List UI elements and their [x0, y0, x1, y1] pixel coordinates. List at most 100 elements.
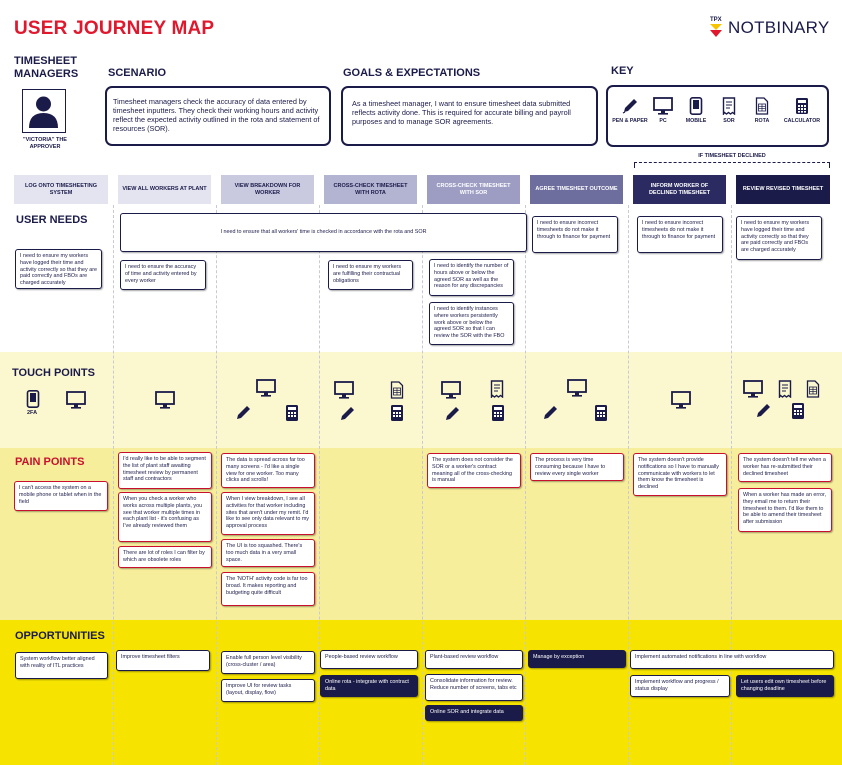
calculator-icon — [286, 405, 298, 421]
column-divider — [216, 205, 217, 765]
persona-caption: "VICTORIA" THE APPROVER — [23, 137, 67, 150]
opportunity-card: Improve UI for review tasks (layout, dis… — [221, 679, 315, 702]
user-need-card: I need to ensure my workers have logged … — [736, 216, 822, 260]
scenario-heading: SCENARIO — [108, 67, 167, 79]
opportunity-card: Let users edit own timesheet before chan… — [736, 675, 834, 697]
stage-view-breakdown: VIEW BREAKDOWN FOR WORKER — [221, 175, 314, 204]
user-need-card: I need to identify the number of hours a… — [429, 259, 514, 296]
opportunities-heading: OPPORTUNITIES — [15, 630, 105, 642]
page-title: USER JOURNEY MAP — [14, 18, 215, 39]
opportunity-card: Manage by exception — [528, 650, 626, 668]
column-divider — [422, 205, 423, 765]
avatar — [22, 89, 66, 133]
pain-point-card: When you check a worker who works across… — [118, 492, 212, 542]
user-need-card: I need to ensure incorrect timesheets do… — [532, 216, 618, 253]
persona-heading: TIMESHEET MANAGERS — [14, 55, 79, 80]
spreadsheet-icon — [755, 97, 769, 115]
receipt-icon — [722, 97, 736, 115]
stage-review-revised: REVIEW REVISED TIMESHEET — [736, 175, 830, 204]
person-icon — [29, 96, 58, 128]
pain-point-card: The data is spread across far too many s… — [221, 453, 315, 488]
key-label: CALCULATOR — [783, 118, 821, 124]
pain-point-card: The system doesn't tell me when a worker… — [738, 453, 832, 482]
scenario-box: Timesheet managers check the accuracy of… — [105, 86, 331, 146]
opportunity-card: Implement automated notifications in lin… — [630, 650, 834, 669]
monitor-icon — [334, 381, 354, 399]
monitor-icon — [66, 391, 86, 409]
opportunity-card: Consolidate information for review. Redu… — [425, 674, 523, 701]
pen-icon — [544, 406, 557, 419]
key-item-pc: PC — [644, 97, 682, 125]
pain-point-card: When a worker has made an error, they em… — [738, 488, 832, 532]
key-item-pen-paper: PEN & PAPER — [611, 97, 649, 125]
stage-view-workers: VIEW ALL WORKERS AT PLANT — [118, 175, 211, 204]
mobile-icon — [26, 390, 40, 408]
pain-point-card: When I view breakdown, I see all activit… — [221, 492, 315, 535]
key-item-mobile: MOBILE — [677, 97, 715, 125]
pain-point-card: The UI is too squashed. There's too much… — [221, 539, 315, 567]
spreadsheet-icon — [806, 380, 820, 398]
stage-agree-outcome: AGREE TIMESHEET OUTCOME — [530, 175, 623, 204]
calculator-icon — [792, 403, 804, 419]
receipt-icon — [490, 380, 504, 398]
goals-box: As a timesheet manager, I want to ensure… — [341, 86, 598, 146]
pen-icon — [341, 407, 354, 420]
user-need-wide: I need to ensure that all workers' time … — [120, 213, 527, 252]
key-label: MOBILE — [685, 118, 707, 124]
user-need-card: I need to ensure the accuracy of time an… — [120, 260, 206, 290]
pain-point-card: The system doesn't provide notifications… — [633, 453, 727, 496]
pain-points-heading: PAIN POINTS — [15, 456, 85, 468]
pain-point-card: I'd really like to be able to segment th… — [118, 452, 212, 489]
goals-heading: GOALS & EXPECTATIONS — [343, 67, 481, 79]
declined-bracket — [634, 162, 830, 168]
key-box: PEN & PAPER PC MOBILE SOR ROTA CALCULATO… — [606, 85, 829, 147]
key-label: PEN & PAPER — [612, 118, 648, 124]
stage-cross-check-sor: CROSS-CHECK TIMESHEET WITH SOR — [427, 175, 520, 204]
calculator-icon — [492, 405, 504, 421]
touch-points-band — [0, 352, 842, 448]
mobile-icon — [689, 97, 703, 115]
key-item-rota: ROTA — [743, 97, 781, 125]
pain-point-card: There are lot of roles I can filter by w… — [118, 546, 212, 568]
key-label: ROTA — [754, 118, 770, 124]
touch-points-heading: TOUCH POINTS — [12, 367, 95, 379]
key-heading: KEY — [611, 65, 634, 77]
pain-point-card: I can't access the system on a mobile ph… — [14, 481, 108, 511]
key-label: PC — [659, 118, 667, 124]
monitor-icon — [256, 379, 276, 397]
user-need-card: I need to ensure my workers are fulfilli… — [328, 260, 413, 290]
column-divider — [319, 205, 320, 765]
pain-point-card: The system does not consider the SOR or … — [427, 453, 521, 488]
user-need-card: I need to ensure my workers have logged … — [15, 249, 102, 289]
key-item-sor: SOR — [710, 97, 748, 125]
opportunity-card: Enable full person level visibility (cro… — [221, 651, 315, 674]
key-item-calculator: CALCULATOR — [776, 97, 828, 125]
user-need-card: I need to ensure incorrect timesheets do… — [637, 216, 723, 253]
declined-label: IF TIMESHEET DECLINED — [698, 153, 766, 159]
pain-point-card: The 'NOTH' activity code is far too broa… — [221, 572, 315, 606]
calculator-icon — [595, 405, 607, 421]
calculator-icon — [391, 405, 403, 421]
pain-point-card: The process is very time consuming becau… — [530, 453, 624, 481]
receipt-icon — [778, 380, 792, 398]
stage-log-on: LOG ONTO TIMESHEETING SYSTEM — [14, 175, 108, 204]
opportunity-card: Implement workflow and progress / status… — [630, 675, 730, 697]
column-divider — [628, 205, 629, 765]
key-label: SOR — [723, 118, 735, 124]
scenario-text: Timesheet managers check the accuracy of… — [113, 97, 320, 133]
opportunity-card: Online rota - integrate with contract da… — [320, 675, 418, 697]
opportunity-card: System workflow better aligned with real… — [15, 652, 108, 679]
pen-icon — [622, 99, 637, 114]
pen-icon — [757, 404, 770, 417]
column-divider — [731, 205, 732, 765]
two-fa-label: 2FA — [27, 410, 38, 416]
pen-icon — [237, 406, 250, 419]
calculator-icon — [796, 98, 808, 114]
stage-cross-check-rota: CROSS-CHECK TIMESHEET WITH ROTA — [324, 175, 417, 204]
monitor-icon — [743, 380, 763, 398]
user-needs-heading: USER NEEDS — [16, 214, 88, 226]
logo-prefix: TPX — [710, 17, 722, 23]
opportunity-card: Improve timesheet filters — [116, 650, 210, 671]
monitor-icon — [567, 379, 587, 397]
user-need-card: I need to identify instances where worke… — [429, 302, 514, 345]
